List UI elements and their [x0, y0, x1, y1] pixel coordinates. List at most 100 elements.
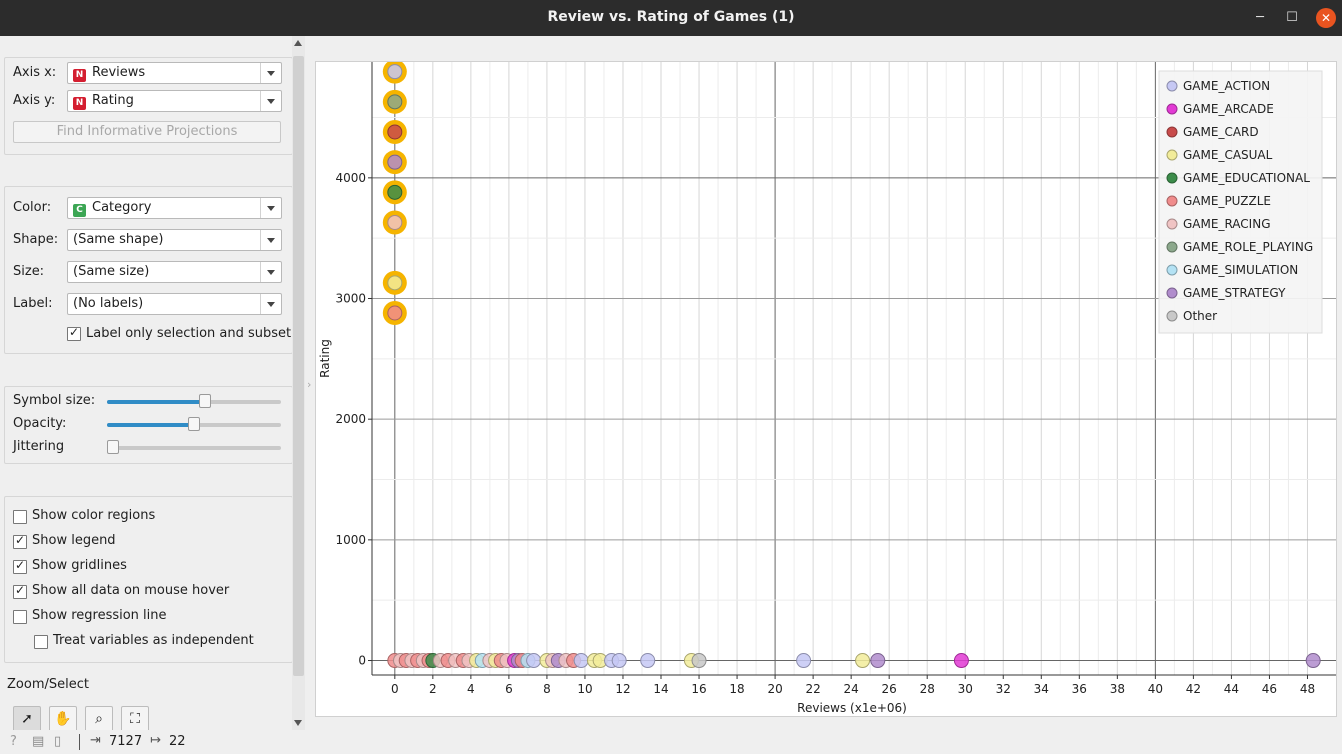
- find-informative-projections-button[interactable]: Find Informative Projections: [13, 121, 281, 143]
- minimize-icon[interactable]: ─: [1256, 10, 1264, 25]
- show-gridlines-label: Show gridlines: [32, 558, 127, 573]
- x-tick-label: 22: [805, 682, 820, 696]
- maximize-icon[interactable]: ☐: [1286, 10, 1298, 25]
- data-point[interactable]: [387, 275, 403, 291]
- scroll-down-icon[interactable]: [294, 720, 302, 726]
- symbol-size-slider[interactable]: [107, 394, 281, 408]
- show-color-regions-label: Show color regions: [32, 508, 156, 523]
- label-combo[interactable]: (No labels): [67, 293, 282, 315]
- axis-y-value: Rating: [92, 93, 134, 108]
- label-label: Label:: [13, 296, 53, 311]
- fit-icon[interactable]: ⛶: [121, 706, 149, 730]
- shape-combo[interactable]: (Same shape): [67, 229, 282, 251]
- control-panel: Axis x: N Reviews Axis y: N Rating Find In…: [0, 36, 292, 730]
- x-tick-label: 2: [429, 682, 437, 696]
- data-point[interactable]: [387, 124, 403, 140]
- x-tick-label: 28: [920, 682, 935, 696]
- data-point[interactable]: [387, 154, 403, 170]
- data-point[interactable]: [387, 94, 403, 110]
- y-tick-label: 3000: [335, 292, 366, 306]
- categorical-variable-icon: C: [73, 204, 86, 217]
- legend-swatch: [1166, 218, 1178, 230]
- show-color-regions-checkbox[interactable]: [13, 510, 27, 524]
- scatter-plot[interactable]: 0 2 4 6 8 10 12 14 16 18 20 22 24 26 28 30 32 34 36 38 40 42 4…: [316, 62, 1336, 716]
- chevron-down-icon: [260, 63, 281, 83]
- chevron-down-icon: [260, 262, 281, 282]
- show-gridlines-checkbox[interactable]: [13, 558, 27, 574]
- x-tick-label: 34: [1034, 682, 1049, 696]
- size-combo[interactable]: (Same size): [67, 261, 282, 283]
- data-point[interactable]: [611, 653, 627, 669]
- legend-swatch: [1166, 287, 1178, 299]
- scroll-up-icon[interactable]: [294, 40, 302, 46]
- sliders-box: Symbol size: Opacity: Jittering: [4, 386, 292, 464]
- data-point[interactable]: [640, 653, 656, 669]
- collapse-handle-icon[interactable]: ›: [307, 378, 312, 391]
- y-tick-label: 4000: [335, 171, 366, 185]
- y-axis-label: Rating: [318, 339, 332, 378]
- numeric-variable-icon: N: [73, 69, 86, 82]
- help-icon[interactable]: ?: [10, 734, 17, 749]
- legend-swatch: [1166, 126, 1178, 138]
- data-point[interactable]: [387, 184, 403, 200]
- treat-independent-checkbox[interactable]: [34, 635, 48, 649]
- legend-swatch: [1166, 80, 1178, 92]
- status-bar: ? ▤ ▯ ⇥ 7127 ↦ 22: [0, 731, 1342, 754]
- slider-handle[interactable]: [188, 417, 200, 431]
- slider-handle[interactable]: [199, 394, 212, 408]
- slider-handle[interactable]: [107, 440, 119, 454]
- data-point[interactable]: [1305, 653, 1321, 669]
- data-point[interactable]: [387, 305, 403, 321]
- shape-label: Shape:: [13, 232, 59, 247]
- x-tick-label: 46: [1262, 682, 1277, 696]
- x-tick-label: 30: [958, 682, 973, 696]
- legend-box: [1158, 70, 1323, 334]
- show-all-data-hover-checkbox[interactable]: [13, 583, 27, 599]
- x-tick-label: 8: [543, 682, 551, 696]
- show-all-data-hover-label: Show all data on mouse hover: [32, 583, 230, 598]
- x-tick-label: 20: [767, 682, 782, 696]
- size-label: Size:: [13, 264, 45, 279]
- show-legend-label: Show legend: [32, 533, 116, 548]
- x-tick-label: 32: [996, 682, 1011, 696]
- data-point[interactable]: [796, 653, 812, 669]
- opacity-slider[interactable]: [107, 417, 281, 431]
- axis-x-combo[interactable]: N Reviews: [67, 62, 282, 84]
- output-icon: ↦: [150, 733, 161, 748]
- options-box: Show color regions Show legend Show grid…: [4, 496, 292, 663]
- x-tick-label: 42: [1186, 682, 1201, 696]
- pan-hand-icon[interactable]: ✋: [49, 706, 77, 730]
- label-only-selection-label: Label only selection and subset: [86, 326, 292, 341]
- plot-frame: 0 2 4 6 8 10 12 14 16 18 20 22 24 26 28 30 32 34 36 38 40 42 4…: [315, 61, 1337, 717]
- label-only-selection-checkbox[interactable]: [67, 325, 81, 341]
- close-icon[interactable]: ✕: [1316, 8, 1336, 28]
- data-point[interactable]: [526, 653, 542, 669]
- color-combo[interactable]: C Category: [67, 197, 282, 219]
- input-icon: ⇥: [90, 733, 101, 748]
- report-icon[interactable]: ▯: [54, 734, 62, 749]
- chevron-down-icon: [260, 91, 281, 111]
- jittering-slider[interactable]: [107, 440, 281, 454]
- axis-y-combo[interactable]: N Rating: [67, 90, 282, 112]
- data-point[interactable]: [870, 653, 886, 669]
- data-point[interactable]: [387, 64, 403, 80]
- axis-y-label: Axis y:: [13, 93, 56, 108]
- save-icon[interactable]: ▤: [32, 734, 45, 749]
- data-point[interactable]: [953, 653, 969, 669]
- data-point[interactable]: [691, 653, 707, 669]
- pointer-icon[interactable]: ➚: [13, 706, 41, 730]
- zoom-icon[interactable]: ⌕: [85, 706, 113, 730]
- show-regression-line-checkbox[interactable]: [13, 610, 27, 624]
- y-tick-label: 1000: [335, 533, 366, 547]
- data-point[interactable]: [573, 653, 589, 669]
- show-legend-checkbox[interactable]: [13, 533, 27, 549]
- scrollbar-thumb[interactable]: [293, 56, 304, 676]
- legend-item-label: GAME_RACING: [1183, 217, 1271, 231]
- data-point[interactable]: [855, 653, 871, 669]
- data-point[interactable]: [387, 214, 403, 230]
- axis-x-value: Reviews: [92, 65, 146, 80]
- input-count: 7127: [109, 734, 143, 749]
- legend-swatch: [1166, 264, 1178, 276]
- x-tick-label: 6: [505, 682, 513, 696]
- sidebar-scrollbar[interactable]: [292, 36, 305, 730]
